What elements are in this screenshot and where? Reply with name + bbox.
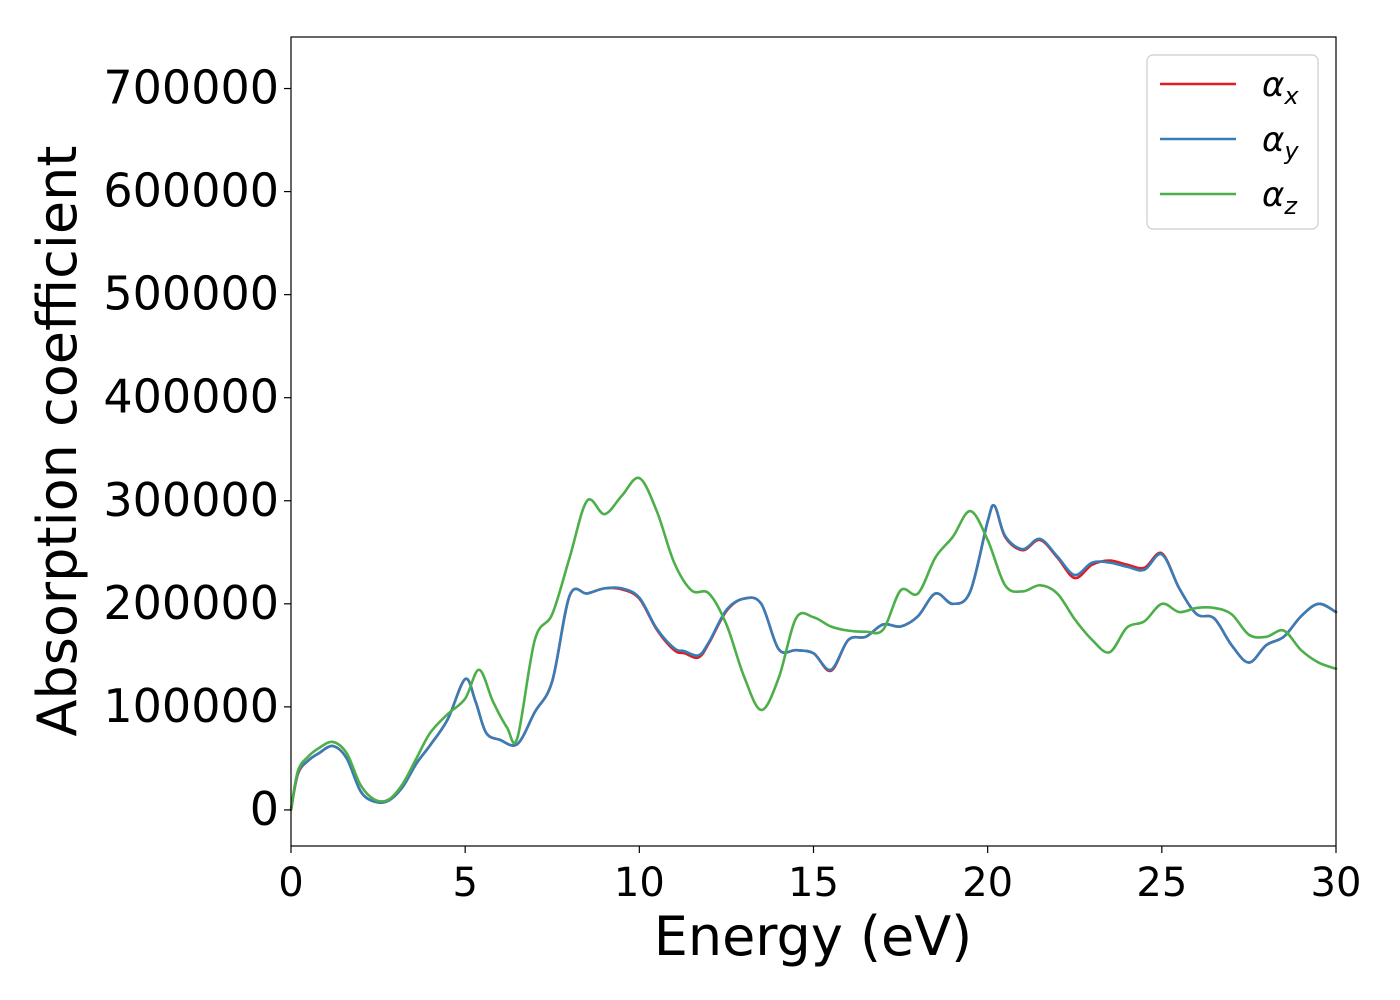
y-tick-label: 600000 xyxy=(103,164,279,218)
y-tick-label: 100000 xyxy=(103,679,279,733)
legend-frame xyxy=(1146,54,1319,230)
legend-subscript: y xyxy=(1283,137,1299,165)
legend-label-z: αz xyxy=(1262,175,1298,220)
y-tick-label: 300000 xyxy=(103,473,279,527)
y-tick-label: 400000 xyxy=(103,370,279,424)
x-tick-label: 25 xyxy=(1136,860,1187,906)
x-axis-label: Energy (eV) xyxy=(654,905,973,968)
legend-subscript: z xyxy=(1283,192,1298,220)
legend-symbol: α xyxy=(1262,175,1284,215)
x-tick-label: 20 xyxy=(962,860,1013,906)
legend-subscript: x xyxy=(1283,82,1299,110)
series-line-z xyxy=(289,476,1338,812)
y-tick-label: 200000 xyxy=(103,576,279,630)
legend-label-y: αy xyxy=(1262,120,1299,165)
series-layer xyxy=(289,476,1338,812)
y-tick-label: 0 xyxy=(250,782,279,836)
y-tick-label: 700000 xyxy=(103,61,279,115)
legend-symbol: α xyxy=(1262,120,1284,160)
series-line-y xyxy=(289,504,1338,812)
x-tick-label: 0 xyxy=(278,860,303,906)
x-axis-ticks: 0 5 10 15 20 25 30 xyxy=(278,846,1361,906)
legend-label-x: αx xyxy=(1262,65,1299,110)
legend-symbol: α xyxy=(1262,65,1284,105)
x-tick-label: 5 xyxy=(452,860,477,906)
y-tick-label: 500000 xyxy=(103,267,279,321)
x-tick-label: 10 xyxy=(614,860,665,906)
x-tick-label: 15 xyxy=(788,860,839,906)
y-axis-ticks: 0 100000 200000 300000 400000 500000 600000 700… xyxy=(103,61,291,836)
x-tick-label: 30 xyxy=(1311,860,1362,906)
y-axis-label: Absorption coefficient xyxy=(26,146,89,737)
